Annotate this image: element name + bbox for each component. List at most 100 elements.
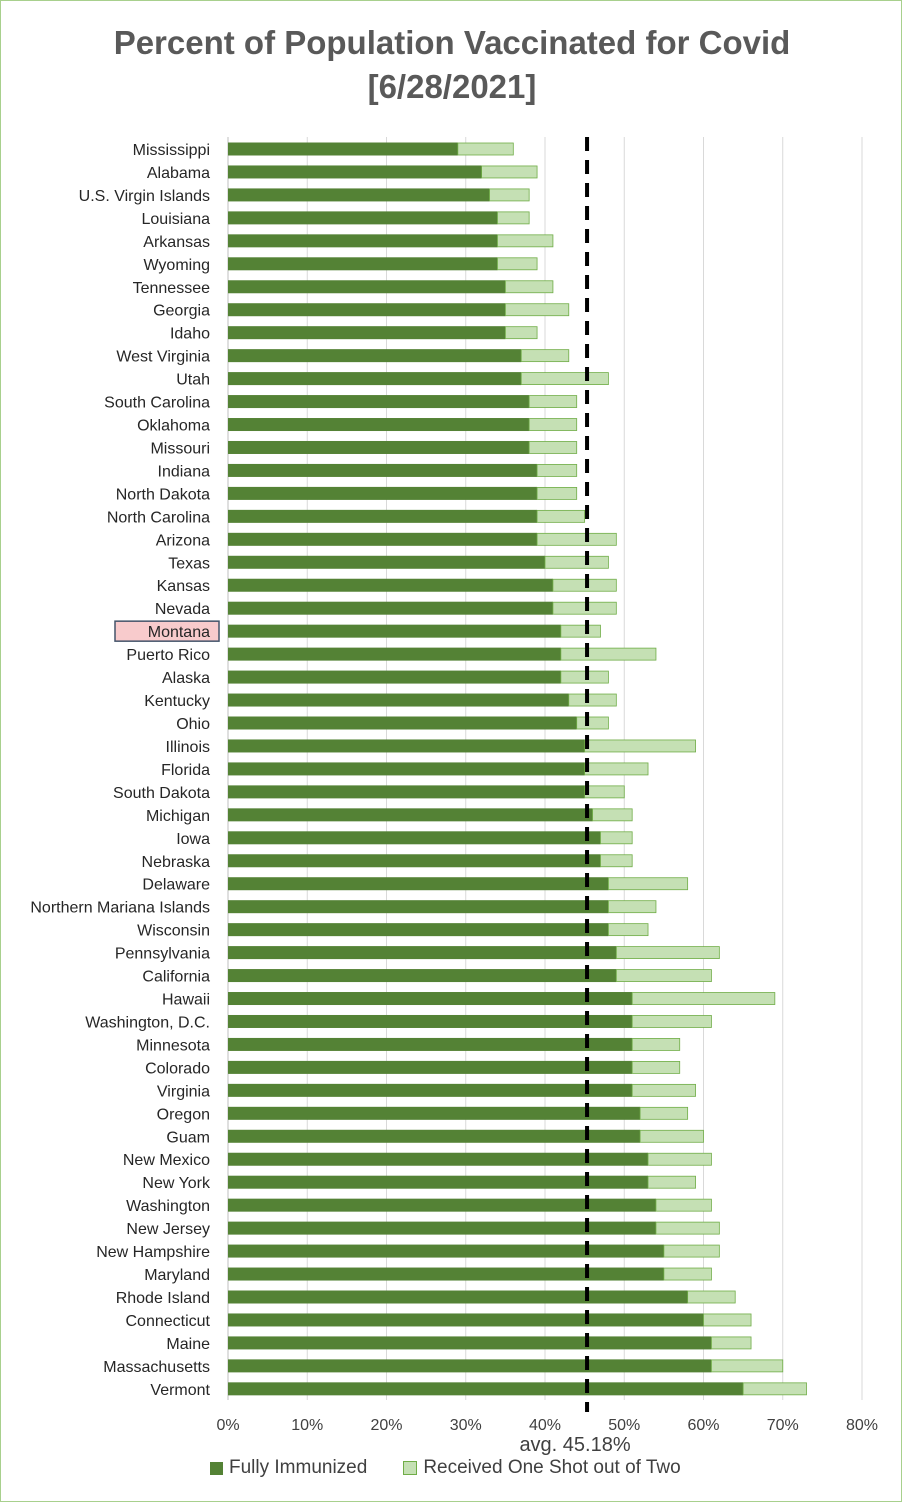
category-label: Louisiana (142, 211, 211, 228)
bar-one-shot (631, 1038, 681, 1051)
bar-fully-immunized (228, 670, 561, 684)
bar-one-shot (711, 1336, 752, 1350)
bar-one-shot (536, 464, 578, 477)
bar-fully-immunized (228, 303, 506, 317)
x-tick-label: 10% (291, 1417, 323, 1434)
x-tick-labels: 0% 10% 20% 30% 40% 50% 60% 70% 80% (216, 1417, 878, 1434)
bar-fully-immunized (228, 372, 522, 386)
bar-one-shot (536, 509, 586, 523)
category-label: Puerto Rico (126, 647, 210, 664)
bar-one-shot (663, 1244, 720, 1258)
category-label: West Virginia (116, 349, 210, 366)
bar-one-shot (504, 303, 570, 317)
bar-one-shot (663, 1267, 712, 1281)
bar-fully-immunized (228, 395, 530, 409)
bar-one-shot (631, 1061, 681, 1074)
category-label: Guam (166, 1129, 210, 1146)
bar-one-shot (647, 1175, 696, 1189)
category-label: Minnesota (136, 1037, 210, 1054)
category-labels: Mississippi Alabama U.S. Virgin Islands Lou… (30, 142, 211, 1399)
category-label: Nevada (155, 601, 210, 618)
bar-fully-immunized (228, 1336, 712, 1350)
bar-fully-immunized (228, 693, 569, 707)
bar-one-shot (528, 441, 578, 454)
bar-fully-immunized (228, 601, 553, 615)
bar-one-shot (608, 877, 689, 891)
category-label: Arizona (156, 532, 210, 549)
category-label: Alabama (147, 165, 210, 182)
bar-fully-immunized (228, 280, 506, 294)
bar-fully-immunized (228, 555, 545, 569)
legend-label-one-shot: Received One Shot out of Two (423, 1457, 681, 1478)
highlight-box (114, 620, 220, 642)
bar-fully-immunized (228, 716, 577, 730)
category-label: North Carolina (107, 509, 210, 526)
category-label: Wyoming (143, 257, 210, 274)
bar-fully-immunized (228, 257, 498, 271)
category-label: Pennsylvania (115, 946, 210, 963)
category-label: Mississippi (133, 142, 210, 159)
bar-one-shot (520, 349, 570, 363)
category-label: Delaware (142, 877, 210, 894)
bar-one-shot (600, 831, 633, 845)
bar-one-shot (631, 1083, 696, 1097)
bar-one-shot (568, 693, 617, 707)
bar-fully-immunized (228, 1083, 633, 1097)
bar-fully-immunized (228, 142, 458, 156)
legend-item-fully: Fully Immunized (210, 1457, 367, 1479)
bar-one-shot (711, 1359, 784, 1373)
bar-one-shot (592, 808, 633, 822)
category-label: Kentucky (144, 693, 210, 710)
x-tick-label: 30% (450, 1417, 482, 1434)
category-label: South Carolina (104, 395, 210, 412)
bar-one-shot (655, 1198, 712, 1212)
category-label: Idaho (170, 326, 210, 343)
category-label: Washington, D.C. (85, 1014, 210, 1031)
category-label: South Dakota (113, 785, 210, 802)
bar-one-shot (576, 716, 609, 730)
legend-item-one-shot: Received One Shot out of Two (403, 1457, 681, 1479)
bar-fully-immunized (228, 1244, 664, 1258)
bar-fully-immunized (228, 1267, 664, 1281)
bar-fully-immunized (228, 785, 585, 799)
bar-one-shot (497, 234, 554, 248)
category-label: Kansas (157, 578, 210, 595)
category-label: Montana (148, 624, 210, 641)
category-label: Indiana (158, 463, 211, 480)
bar-one-shot (504, 280, 554, 294)
bar-fully-immunized (228, 1152, 649, 1166)
bar-fully-immunized (228, 1037, 633, 1051)
bar-one-shot (489, 188, 530, 202)
category-label: Ohio (176, 716, 210, 733)
bar-one-shot (584, 762, 649, 776)
bar-one-shot (584, 785, 625, 799)
bar-one-shot (639, 1129, 704, 1143)
bar-one-shot (528, 395, 578, 408)
bar-one-shot (655, 1221, 720, 1235)
bar-fully-immunized (228, 532, 538, 546)
legend-swatch-one-shot (403, 1461, 418, 1475)
bar-one-shot (647, 1152, 712, 1166)
x-tick-label: 80% (846, 1417, 878, 1434)
x-tick-label: 60% (687, 1417, 719, 1434)
bar-fully-immunized (228, 349, 522, 363)
bar-fully-immunized (228, 946, 617, 960)
category-label: Missouri (150, 440, 210, 457)
bar-fully-immunized (228, 647, 561, 661)
category-label: Hawaii (162, 992, 210, 1009)
bar-one-shot (584, 739, 696, 753)
bar-one-shot (631, 1015, 712, 1028)
category-label: Rhode Island (116, 1290, 210, 1307)
bar-one-shot (536, 532, 617, 546)
category-label: Alaska (162, 670, 210, 687)
bar-one-shot (560, 670, 609, 684)
bar-fully-immunized (228, 463, 538, 477)
bar-one-shot (615, 946, 720, 959)
category-label: New Jersey (126, 1221, 210, 1238)
bars (228, 142, 807, 1396)
x-tick-label: 40% (529, 1417, 561, 1434)
bar-fully-immunized (228, 624, 561, 638)
bar-one-shot (608, 900, 657, 914)
bar-one-shot (544, 555, 609, 569)
x-tick-label: 70% (767, 1417, 799, 1434)
